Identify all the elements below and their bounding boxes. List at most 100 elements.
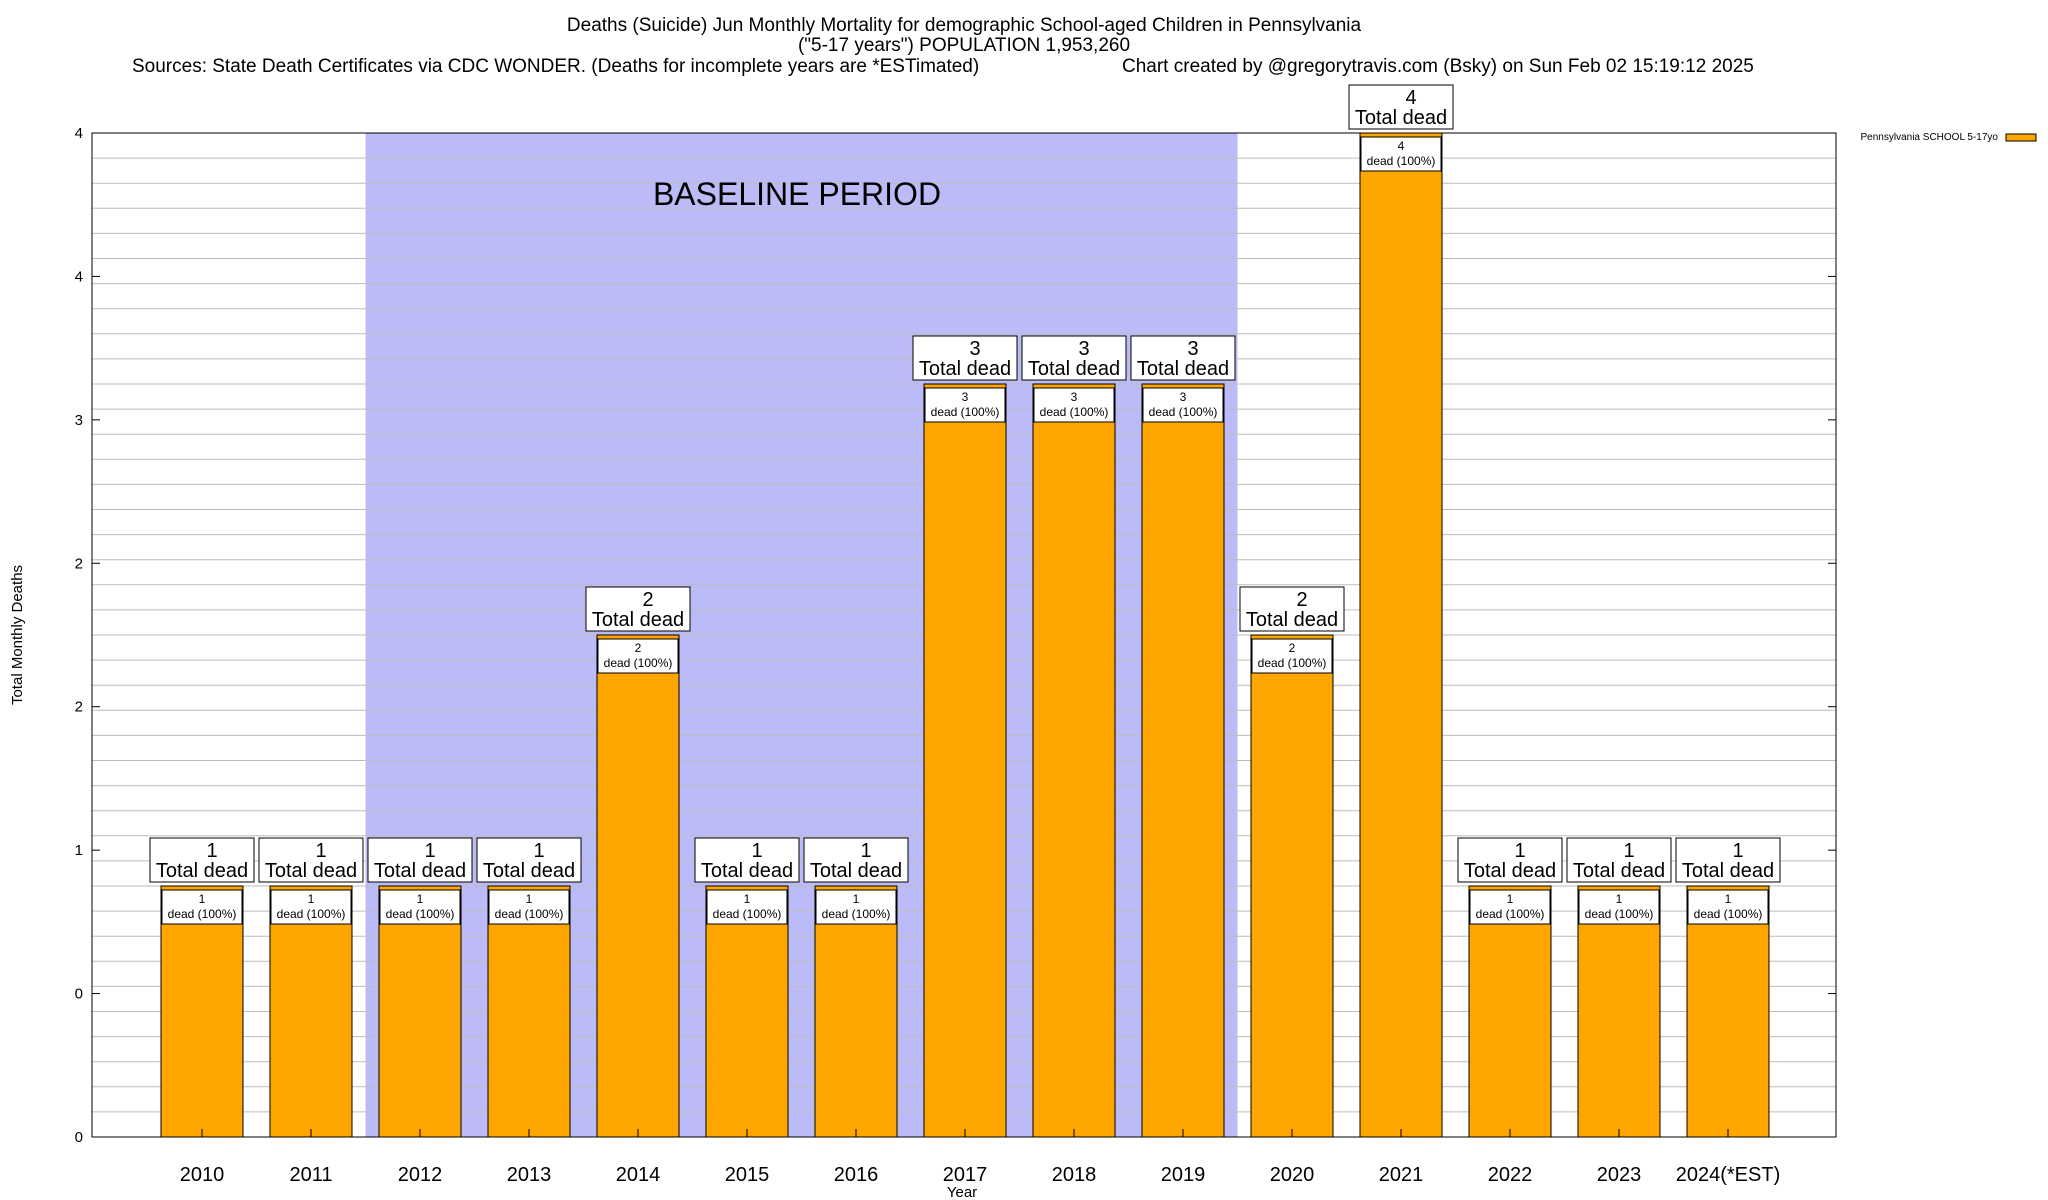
y-axis-ticks: 0 0 1 2 2 3 4 4 <box>75 125 1836 1146</box>
inner-label-value: 4 <box>1398 139 1405 153</box>
total-label-text: Total dead <box>1355 107 1447 129</box>
bar <box>269 885 353 1138</box>
total-label-text: Total dead <box>1573 860 1665 882</box>
total-label-box <box>1239 586 1345 632</box>
inner-label-box <box>597 638 679 674</box>
inner-label-text: dead (100%) <box>1258 656 1327 670</box>
bar <box>596 634 680 1138</box>
total-label-value: 1 <box>1732 840 1743 862</box>
total-label-box <box>585 586 691 632</box>
bar <box>1686 885 1770 1138</box>
total-label-value: 1 <box>533 840 544 862</box>
total-label-value: 1 <box>1514 840 1525 862</box>
sources-line: Sources: State Death Certificates via CD… <box>132 56 979 77</box>
bar <box>1359 132 1443 1138</box>
total-label-value: 1 <box>424 840 435 862</box>
x-tick-label: 2010 <box>180 1164 225 1186</box>
y-tick-label: 2 <box>75 699 83 716</box>
x-tick-label: 2014 <box>616 1164 661 1186</box>
total-label-box <box>258 837 364 883</box>
x-tick-label: 2013 <box>507 1164 552 1186</box>
inner-label-value: 1 <box>199 892 206 906</box>
inner-label-value: 1 <box>1507 892 1514 906</box>
inner-label-text: dead (100%) <box>277 907 346 921</box>
total-label-box <box>476 837 582 883</box>
x-tick-label: 2017 <box>943 1164 988 1186</box>
inner-label-value: 2 <box>635 641 642 655</box>
inner-label-text: dead (100%) <box>1694 907 1763 921</box>
inner-label-text: dead (100%) <box>168 907 237 921</box>
bar <box>378 885 462 1138</box>
total-label-box <box>1130 335 1236 381</box>
inner-label-value: 1 <box>526 892 533 906</box>
inner-label-value: 1 <box>417 892 424 906</box>
inner-label-box <box>1360 136 1442 172</box>
bar <box>487 885 571 1138</box>
inner-label-text: dead (100%) <box>1476 907 1545 921</box>
total-label-text: Total dead <box>701 860 793 882</box>
y-tick-label: 4 <box>75 268 83 285</box>
x-tick-label: 2024(*EST) <box>1676 1164 1781 1186</box>
credit-line: Chart created by @gregorytravis.com (Bsk… <box>1122 56 1754 77</box>
inner-label-box <box>706 889 788 925</box>
inner-label-text: dead (100%) <box>822 907 891 921</box>
y-tick-label: 0 <box>75 986 83 1003</box>
inner-label-box <box>1142 387 1224 423</box>
inner-label-value: 1 <box>308 892 315 906</box>
inner-label-value: 2 <box>1289 641 1296 655</box>
inner-label-box <box>488 889 570 925</box>
y-tick-label: 4 <box>75 125 83 142</box>
inner-label-text: dead (100%) <box>1149 405 1218 419</box>
total-label-box <box>367 837 473 883</box>
bar <box>705 885 789 1138</box>
total-label-text: Total dead <box>1246 609 1338 631</box>
total-label-text: Total dead <box>919 358 1011 380</box>
legend-swatch <box>2005 133 2037 142</box>
inner-label-box <box>161 889 243 925</box>
chart-title-line-2: ("5-17 years") POPULATION 1,953,260 <box>798 35 1130 56</box>
inner-label-text: dead (100%) <box>604 656 673 670</box>
inner-label-text: dead (100%) <box>1367 154 1436 168</box>
inner-label-box <box>924 387 1006 423</box>
y-tick-label: 1 <box>75 842 83 859</box>
total-label-box <box>912 335 1018 381</box>
inner-label-text: dead (100%) <box>386 907 455 921</box>
total-label-box <box>1348 84 1454 130</box>
x-tick-label: 2015 <box>725 1164 770 1186</box>
bar <box>1032 383 1116 1138</box>
total-label-value: 2 <box>642 589 653 611</box>
x-tick-label: 2016 <box>834 1164 879 1186</box>
y-axis-label: Total Monthly Deaths <box>9 565 26 705</box>
bar <box>923 383 1007 1138</box>
total-label-value: 1 <box>1623 840 1634 862</box>
inner-label-text: dead (100%) <box>931 405 1000 419</box>
inner-label-text: dead (100%) <box>495 907 564 921</box>
legend-label: Pennsylvania SCHOOL 5-17yo <box>1861 132 1999 143</box>
total-label-box <box>803 837 909 883</box>
total-label-value: 4 <box>1405 87 1416 109</box>
total-label-text: Total dead <box>156 860 248 882</box>
total-label-box <box>1457 837 1563 883</box>
inner-label-value: 1 <box>1725 892 1732 906</box>
bar <box>814 885 898 1138</box>
inner-label-value: 1 <box>853 892 860 906</box>
total-label-value: 3 <box>969 338 980 360</box>
inner-label-text: dead (100%) <box>713 907 782 921</box>
inner-label-value: 1 <box>1616 892 1623 906</box>
inner-label-value: 3 <box>1180 390 1187 404</box>
total-label-box <box>1566 837 1672 883</box>
total-label-text: Total dead <box>1464 860 1556 882</box>
inner-label-text: dead (100%) <box>1040 405 1109 419</box>
total-label-text: Total dead <box>374 860 466 882</box>
y-tick-label: 3 <box>75 412 83 429</box>
x-tick-label: 2021 <box>1379 1164 1424 1186</box>
